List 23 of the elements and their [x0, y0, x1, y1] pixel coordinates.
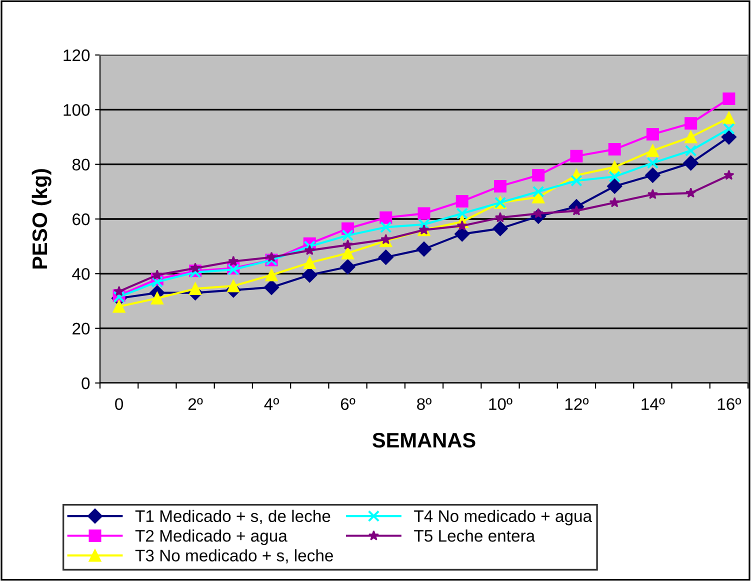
x-tick-label: 2º	[188, 398, 203, 410]
x-tick-label: 0	[115, 398, 124, 410]
y-tick-label: 20	[72, 322, 90, 335]
x-axis-title: SEMANAS	[372, 432, 476, 448]
legend-label: T1 Medicado + s, de leche	[135, 510, 330, 524]
y-tick-label: 120	[64, 49, 90, 62]
x-tick-label: 8º	[417, 398, 432, 410]
y-tick-label: 60	[72, 213, 90, 226]
legend-label: T4 No medicado + agua	[414, 510, 592, 526]
y-tick-label: 80	[72, 158, 90, 171]
x-tick-label: 14º	[642, 398, 665, 410]
y-tick-label: 40	[72, 268, 90, 280]
x-tick-label: 10º	[489, 398, 512, 410]
legend-label: T5 Leche entera	[414, 530, 536, 542]
y-tick-label: 0	[82, 377, 90, 390]
legend-label: T3 No medicado + s, leche	[135, 549, 333, 564]
x-tick-label: 6º	[340, 398, 356, 410]
x-tick-label: 16º	[718, 398, 742, 410]
y-axis-title: PESO (kg)	[32, 169, 52, 269]
x-tick-label: 4º	[264, 398, 280, 410]
y-tick-label: 100	[64, 104, 90, 116]
x-tick-label: 12º	[565, 398, 589, 410]
legend-label: T2 Medicado + agua	[135, 530, 288, 546]
